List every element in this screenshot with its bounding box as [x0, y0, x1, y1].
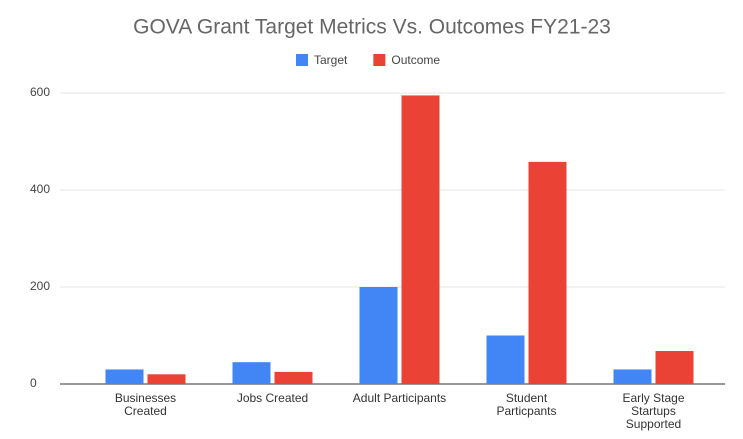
x-tick-label: Adult Participants	[352, 391, 447, 405]
bar	[232, 362, 271, 384]
y-tick-label: 600	[30, 85, 50, 99]
bar	[401, 95, 440, 385]
x-tick-label: Early Stage Startups Supported	[622, 391, 685, 431]
bar	[613, 369, 652, 384]
x-tick-label: Businesses Created	[114, 391, 177, 418]
bar	[359, 287, 398, 384]
legend-swatch	[296, 54, 308, 66]
x-tick-label: Jobs Created	[236, 391, 309, 405]
x-tick-label: Student Particpants	[496, 391, 557, 418]
legend-label: Target	[314, 53, 348, 67]
bar	[486, 335, 525, 384]
bar	[147, 374, 186, 384]
legend-label: Outcome	[391, 53, 440, 67]
bar	[655, 351, 694, 384]
chart-title: GOVA Grant Target Metrics Vs. Outcomes F…	[133, 16, 611, 39]
bar	[105, 369, 144, 384]
y-tick-label: 200	[30, 279, 50, 293]
y-tick-label: 0	[30, 376, 37, 390]
y-tick-label: 400	[30, 182, 50, 196]
bar	[274, 371, 313, 384]
bar	[528, 161, 567, 384]
legend-swatch	[373, 54, 386, 66]
